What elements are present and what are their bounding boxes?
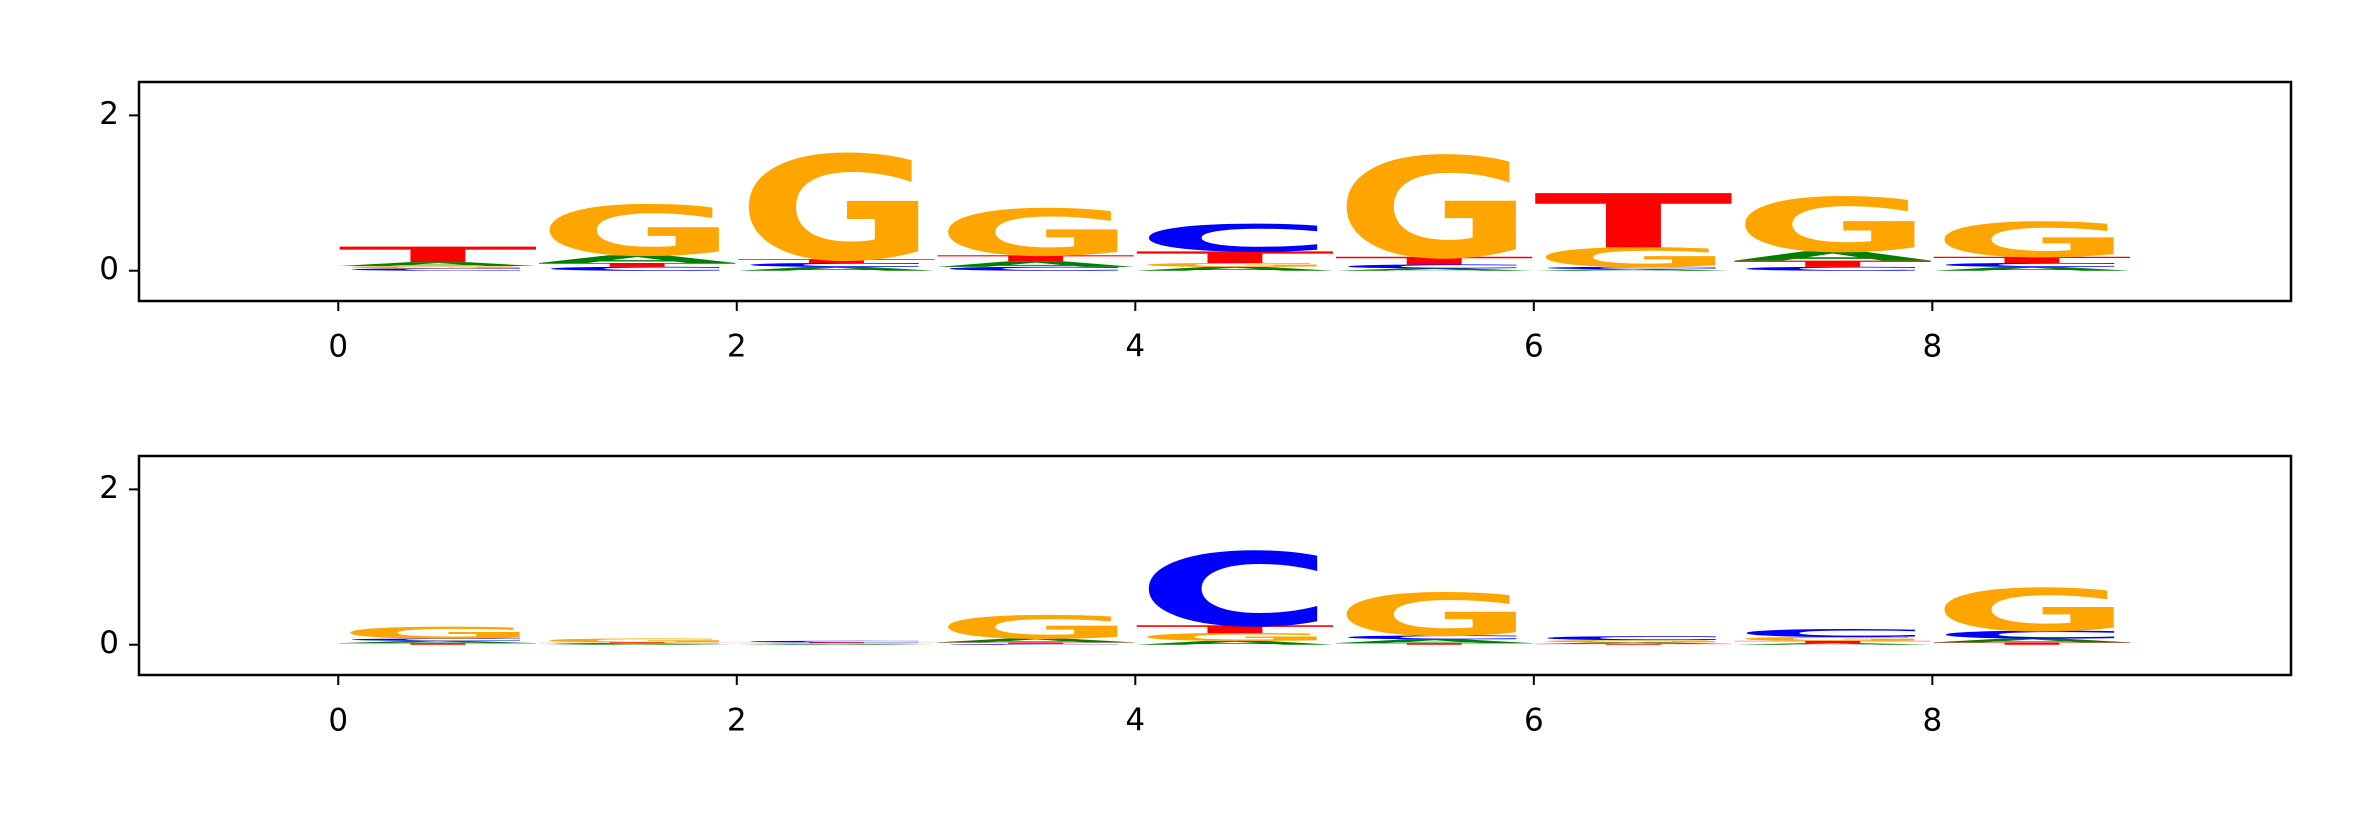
logo-letter: C — [1733, 627, 1932, 639]
x-tick-label: 6 — [1524, 703, 1544, 739]
logo-letter: A — [936, 637, 1136, 643]
logo-letter: A — [1335, 268, 1535, 272]
logo-letter: T — [1335, 255, 1536, 267]
logo-letter: T — [1733, 640, 1932, 644]
axes-frame — [137, 80, 2293, 303]
x-tick-label: 4 — [1125, 703, 1145, 739]
logo-letter: A — [1135, 266, 1335, 272]
logo-letter: G — [538, 192, 737, 272]
logo-letter: C — [1932, 629, 2131, 641]
logo-letter: A — [1932, 266, 2132, 272]
x-tick-label: 0 — [328, 703, 348, 739]
logo-letter: C — [1135, 532, 1334, 650]
logo-letter: C — [1135, 217, 1334, 260]
logo-letter: A — [1335, 638, 1535, 644]
logo-letter: T — [1534, 644, 1733, 645]
logo-letter: C — [338, 638, 537, 642]
logo-letter: G — [1733, 636, 1932, 642]
logo-letter: A — [1932, 637, 2132, 643]
logo-letter: T — [538, 262, 737, 268]
logo-letter: G — [1335, 582, 1534, 650]
logo-letter: T — [1932, 255, 2134, 265]
logo-letter: A — [338, 261, 538, 267]
logo-letter: C — [737, 262, 936, 268]
x-tick-label: 8 — [1922, 703, 1942, 739]
axes-frame — [137, 454, 2293, 677]
logo-letter: T — [338, 643, 537, 645]
logo-letter: A — [1733, 643, 1933, 645]
logo-letter: C — [1335, 634, 1534, 640]
logo-letter: A — [737, 266, 937, 272]
logo-letter: G — [1135, 631, 1334, 643]
y-tick-label: 2 — [99, 470, 119, 506]
logo-letter: G — [737, 643, 936, 644]
logo-letter: A — [737, 644, 937, 645]
logo-letter: A — [1733, 249, 1932, 264]
logo-letter: T — [338, 243, 537, 268]
logo-letter: A — [538, 253, 737, 265]
logo-letter: T — [1135, 248, 1335, 266]
logo-letter: G — [936, 196, 1135, 271]
logo-letter: G — [1135, 262, 1334, 268]
logo-letter: A — [1534, 269, 1734, 271]
logo-letter: G — [338, 265, 537, 269]
logo-letter: G — [1932, 213, 2131, 269]
logo-letter: C — [1932, 262, 2131, 268]
logo-letter: C — [936, 266, 1135, 272]
logo-letter: T — [737, 642, 936, 643]
logo-letter: T — [936, 642, 1135, 644]
logo-letter: T — [737, 258, 936, 264]
logo-letter: G — [737, 127, 936, 294]
logo-letter: G — [936, 609, 1135, 646]
x-tick-label: 8 — [1922, 329, 1942, 365]
logo-letter: C — [1733, 266, 1932, 272]
logo-letter: A — [1135, 640, 1335, 646]
logo-letter: G — [1534, 242, 1733, 273]
y-tick-label: 0 — [99, 251, 119, 287]
logo-letter: T — [1932, 642, 2131, 646]
logo-letter: C — [1534, 266, 1733, 270]
logo-letter: A — [1534, 642, 1734, 644]
logo-letter: C — [1534, 635, 1733, 641]
logo-letter: C — [338, 268, 537, 272]
logo-letter: C — [737, 640, 936, 642]
logo-letter: C — [538, 643, 737, 644]
logo-letter: T — [1335, 643, 1534, 645]
logo-letter: G — [338, 624, 537, 642]
x-tick-label: 2 — [727, 703, 747, 739]
logo-letter: G — [1534, 639, 1733, 643]
logo-letter: T — [1733, 259, 1935, 269]
logo-letter: A — [538, 644, 738, 645]
x-tick-label: 0 — [328, 329, 348, 365]
logo-letter: G — [1335, 130, 1534, 290]
logo-letter: A — [338, 640, 538, 644]
y-tick-label: 0 — [99, 625, 119, 661]
x-tick-label: 2 — [727, 329, 747, 365]
y-tick-label: 2 — [99, 96, 119, 132]
logo-letter: G — [538, 637, 737, 643]
logo-letter: C — [538, 266, 737, 272]
logo-letter: A — [936, 260, 1136, 269]
x-tick-label: 4 — [1125, 329, 1145, 365]
logo-letter: T — [936, 253, 1138, 263]
x-tick-label: 6 — [1524, 329, 1544, 365]
logo-letter: T — [538, 642, 737, 643]
logo-letter: T — [1534, 178, 1733, 265]
logo-letter: G — [1733, 182, 1932, 269]
logo-letter: C — [1335, 263, 1534, 269]
logo-letter: T — [1135, 623, 1336, 635]
logo-letter: G — [1932, 577, 2131, 645]
logo-letter: C — [936, 644, 1135, 645]
